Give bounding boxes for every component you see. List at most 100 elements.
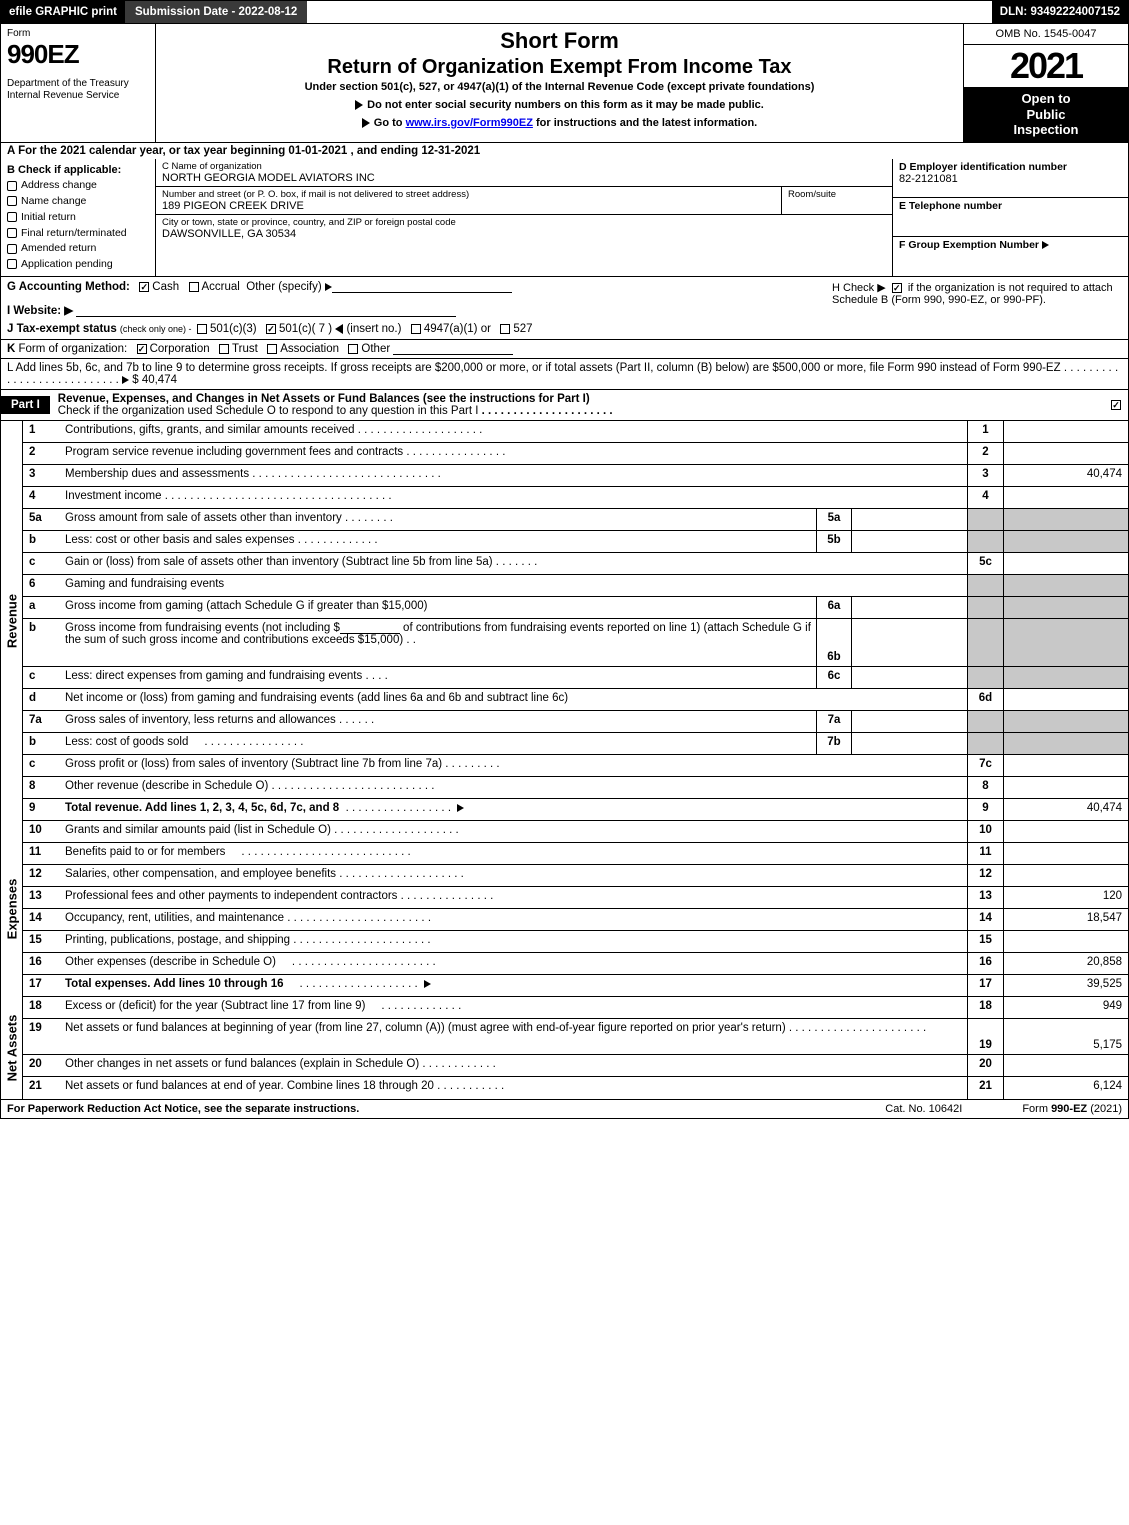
line-g: G Accounting Method: Cash Accrual Other …	[7, 281, 832, 293]
irs-link[interactable]: www.irs.gov/Form990EZ	[406, 117, 533, 129]
chk-application-pending[interactable]: Application pending	[7, 257, 149, 273]
chk-other-org[interactable]	[348, 344, 358, 354]
header-center: Short Form Return of Organization Exempt…	[156, 24, 963, 142]
open-public-badge: Open to Public Inspection	[964, 87, 1128, 142]
street-label: Number and street (or P. O. box, if mail…	[162, 189, 775, 200]
sub-amount	[852, 711, 967, 732]
arrow-left-icon	[335, 324, 343, 334]
telephone-cell: E Telephone number	[893, 198, 1128, 237]
sub-amount	[852, 667, 967, 688]
form-number: 990EZ	[7, 39, 149, 70]
row-num: 4	[23, 487, 63, 508]
form-subtitle: Under section 501(c), 527, or 4947(a)(1)…	[164, 81, 955, 93]
row-desc-pre: Gross income from fundraising events (no…	[65, 622, 340, 634]
line-no-shade	[967, 619, 1003, 666]
row-desc: Less: cost of goods sold	[65, 736, 188, 748]
part1-checkbox[interactable]	[1104, 399, 1128, 411]
chk-4947[interactable]	[411, 324, 421, 334]
line-no: 9	[967, 799, 1003, 820]
website-input[interactable]	[76, 305, 456, 317]
org-name-cell: C Name of organization NORTH GEORGIA MOD…	[156, 159, 892, 187]
chk-501c3[interactable]	[197, 324, 207, 334]
row-16: 16Other expenses (describe in Schedule O…	[23, 953, 1128, 975]
column-de: D Employer identification number 82-2121…	[893, 159, 1128, 276]
line-no-shade	[967, 597, 1003, 618]
row-desc: Total expenses. Add lines 10 through 16	[65, 978, 284, 990]
line-no: 13	[967, 887, 1003, 908]
chk-amended-return[interactable]: Amended return	[7, 241, 149, 257]
form-title: Return of Organization Exempt From Incom…	[164, 56, 955, 79]
omb-number: OMB No. 1545-0047	[964, 24, 1128, 45]
amount-shade	[1003, 667, 1128, 688]
amount: 40,474	[1003, 799, 1128, 820]
row-17: 17 Total expenses. Add lines 10 through 1…	[23, 975, 1128, 997]
chk-name-change[interactable]: Name change	[7, 194, 149, 210]
chk-label: Name change	[21, 195, 86, 207]
row-desc: Other revenue (describe in Schedule O)	[65, 780, 268, 792]
line-j: J Tax-exempt status (check only one) - 5…	[7, 323, 832, 335]
row-num: 8	[23, 777, 63, 798]
chk-association[interactable]	[267, 344, 277, 354]
row-num: 5a	[23, 509, 63, 530]
line-no-shade	[967, 531, 1003, 552]
chk-trust[interactable]	[219, 344, 229, 354]
row-num: 18	[23, 997, 63, 1018]
accrual-label: Accrual	[202, 281, 240, 293]
chk-accrual[interactable]	[189, 282, 199, 292]
row-num: 1	[23, 421, 63, 442]
amount	[1003, 843, 1128, 864]
chk-cash[interactable]	[139, 282, 149, 292]
amount	[1003, 865, 1128, 886]
footer-bold: 990-EZ	[1051, 1103, 1087, 1115]
ghij-block: G Accounting Method: Cash Accrual Other …	[0, 277, 1129, 340]
line-h: H Check ▶ if the organization is not req…	[832, 281, 1122, 335]
row-6a: aGross income from gaming (attach Schedu…	[23, 597, 1128, 619]
website-label: I Website: ▶	[7, 305, 73, 317]
other-specify-input[interactable]	[332, 281, 512, 293]
contrib-amount-input[interactable]	[340, 622, 400, 634]
row-num: 14	[23, 909, 63, 930]
line-no: 14	[967, 909, 1003, 930]
amount-shade	[1003, 733, 1128, 754]
chk-501c[interactable]	[266, 324, 276, 334]
sub-amount	[852, 509, 967, 530]
row-num: 2	[23, 443, 63, 464]
amount-shade	[1003, 711, 1128, 732]
row-2: 2Program service revenue including gover…	[23, 443, 1128, 465]
amount	[1003, 1055, 1128, 1076]
arrow-right-icon	[325, 283, 332, 291]
footer-form-ref: Form 990-EZ (2021)	[1022, 1103, 1122, 1115]
line-no-shade	[967, 711, 1003, 732]
4947-label: 4947(a)(1) or	[424, 323, 491, 335]
other-org-input[interactable]	[393, 343, 513, 355]
ghij-left: G Accounting Method: Cash Accrual Other …	[7, 281, 832, 335]
row-5a: 5aGross amount from sale of assets other…	[23, 509, 1128, 531]
row-desc: Gross amount from sale of assets other t…	[65, 512, 342, 524]
chk-final-return[interactable]: Final return/terminated	[7, 226, 149, 242]
arrow-right-icon	[424, 980, 431, 988]
row-7c: cGross profit or (loss) from sales of in…	[23, 755, 1128, 777]
sub-amount	[852, 597, 967, 618]
chk-not-required-schedule-b[interactable]	[892, 283, 902, 293]
row-20: 20Other changes in net assets or fund ba…	[23, 1055, 1128, 1077]
line-no: 17	[967, 975, 1003, 996]
chk-corporation[interactable]	[137, 344, 147, 354]
other-label: Other (specify)	[246, 281, 321, 293]
row-14: 14Occupancy, rent, utilities, and mainte…	[23, 909, 1128, 931]
line-no: 1	[967, 421, 1003, 442]
efile-label[interactable]: efile GRAPHIC print	[1, 1, 125, 23]
arrow-right-icon	[362, 118, 370, 128]
chk-address-change[interactable]: Address change	[7, 178, 149, 194]
ein-cell: D Employer identification number 82-2121…	[893, 159, 1128, 198]
chk-label: Amended return	[21, 242, 96, 254]
column-b-header: B Check if applicable:	[7, 162, 149, 179]
line-no: 10	[967, 821, 1003, 842]
row-desc: Other changes in net assets or fund bala…	[65, 1058, 419, 1070]
chk-527[interactable]	[500, 324, 510, 334]
amount: 39,525	[1003, 975, 1128, 996]
amount-shade	[1003, 597, 1128, 618]
row-num: 6	[23, 575, 63, 596]
row-desc: Other expenses (describe in Schedule O)	[65, 956, 276, 968]
chk-initial-return[interactable]: Initial return	[7, 210, 149, 226]
chk-label: Final return/terminated	[21, 227, 127, 239]
